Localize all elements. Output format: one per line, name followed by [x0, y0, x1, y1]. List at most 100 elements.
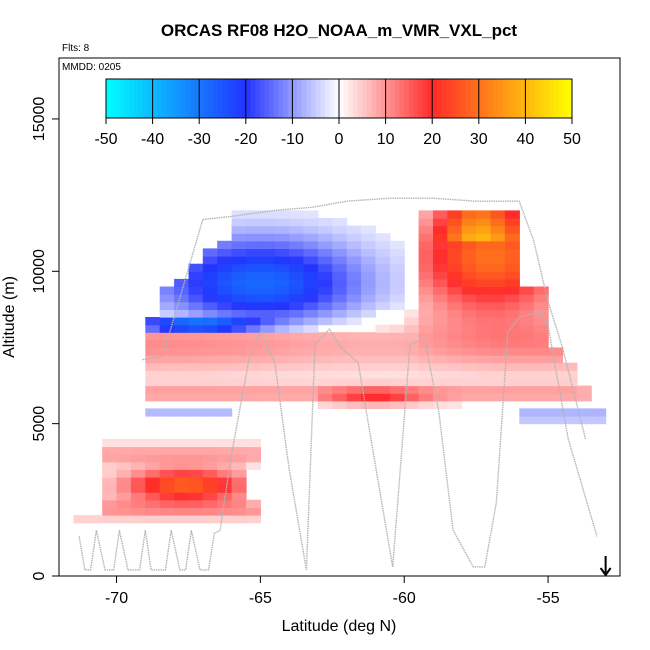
colorbar-swatch [129, 79, 135, 118]
heat-cell [145, 317, 161, 326]
heat-cell [246, 339, 261, 349]
heat-cell [317, 218, 333, 227]
heat-cell [490, 362, 506, 371]
heat-cell [159, 408, 175, 417]
heat-cell [332, 355, 348, 364]
colorbar-swatch [208, 79, 214, 118]
colorbar-swatch [311, 79, 317, 118]
heat-cell [476, 393, 492, 402]
colorbar-swatch [525, 79, 531, 118]
heat-cell [145, 362, 161, 371]
heat-cell [361, 355, 377, 364]
heat-cell [346, 332, 362, 341]
heat-cell [231, 370, 247, 379]
heat-cell [260, 248, 276, 257]
heat-cell [102, 438, 118, 448]
heat-cell [504, 339, 520, 349]
heat-cell [389, 240, 405, 249]
heat-cell [188, 446, 204, 455]
heat-cell [346, 233, 362, 242]
heat-cell [346, 317, 362, 326]
colorbar-swatch [366, 79, 373, 118]
heat-cell [217, 355, 233, 364]
heat-cell [418, 240, 434, 249]
heat-cell [447, 210, 463, 219]
heat-cell [231, 499, 247, 508]
heat-cell [433, 278, 448, 288]
heat-cell [317, 301, 333, 310]
heat-cell [159, 492, 175, 501]
heat-cell [303, 225, 319, 234]
heat-cell [159, 301, 175, 310]
colorbar: -50 -40 -30 -20 -10 0 10 20 30 40 50 [94, 78, 581, 148]
heat-cell [116, 507, 132, 516]
heat-cell [332, 294, 348, 303]
heat-cell [231, 385, 247, 394]
heat-cell [317, 248, 333, 257]
heat-cell [504, 332, 520, 341]
heat-cell [159, 477, 175, 486]
heat-cell [274, 225, 290, 234]
heat-cell [389, 248, 405, 257]
heat-cell [361, 225, 377, 234]
heat-cell [217, 385, 233, 394]
heat-cell [260, 286, 276, 295]
heat-cell [389, 301, 405, 310]
heat-cell [174, 477, 190, 486]
colorbar-swatch [283, 79, 289, 118]
colorbar-swatch [334, 79, 340, 118]
heat-cell [246, 317, 261, 326]
heat-cell [174, 438, 190, 448]
heat-cell [159, 454, 175, 463]
heat-cell [375, 385, 391, 394]
heat-cell [461, 362, 477, 371]
heat-cell [246, 454, 261, 463]
heat-cell [418, 294, 434, 303]
heat-cell [519, 408, 535, 417]
heat-cell [174, 393, 190, 402]
heat-cell [217, 347, 233, 356]
heat-cell [188, 393, 204, 402]
heat-cell [433, 324, 448, 333]
heat-cell [145, 454, 161, 463]
colorbar-swatch [385, 79, 391, 118]
heat-cell [562, 370, 578, 379]
heat-cell [447, 370, 463, 379]
heat-cell [102, 484, 118, 493]
heat-cell [332, 286, 348, 295]
heat-cell [188, 271, 204, 280]
y-tick-label: 5000 [31, 406, 48, 442]
heat-cell [116, 469, 132, 478]
heat-cell [231, 492, 247, 501]
heat-cell [145, 347, 161, 356]
heat-cell [389, 355, 405, 364]
heat-cell [102, 499, 118, 508]
heat-cell [317, 355, 333, 364]
colorbar-swatch [161, 79, 168, 118]
heat-cell [476, 301, 492, 310]
heat-cell [418, 271, 434, 280]
heat-cell [274, 210, 290, 219]
heat-cell [404, 347, 420, 356]
heat-cell [404, 309, 420, 318]
heat-cell [476, 317, 492, 326]
colorbar-swatch [520, 79, 526, 118]
heat-cell [346, 240, 362, 249]
heat-cell [188, 263, 204, 272]
colorbar-tick-label: -40 [141, 131, 164, 148]
heat-cell [217, 240, 233, 249]
heat-cell [504, 263, 520, 272]
heat-cell [576, 393, 592, 402]
heat-cell [231, 263, 247, 272]
heat-cell [217, 484, 233, 493]
heat-cell [361, 309, 377, 318]
heat-cell [519, 286, 535, 295]
heat-cell [202, 393, 218, 402]
heat-cell [533, 286, 549, 295]
heat-cell [202, 507, 218, 516]
heat-cell [246, 271, 261, 280]
heat-cell [159, 317, 175, 326]
heat-cell [217, 377, 233, 387]
heat-cell [174, 286, 190, 295]
heat-cell [102, 469, 118, 478]
